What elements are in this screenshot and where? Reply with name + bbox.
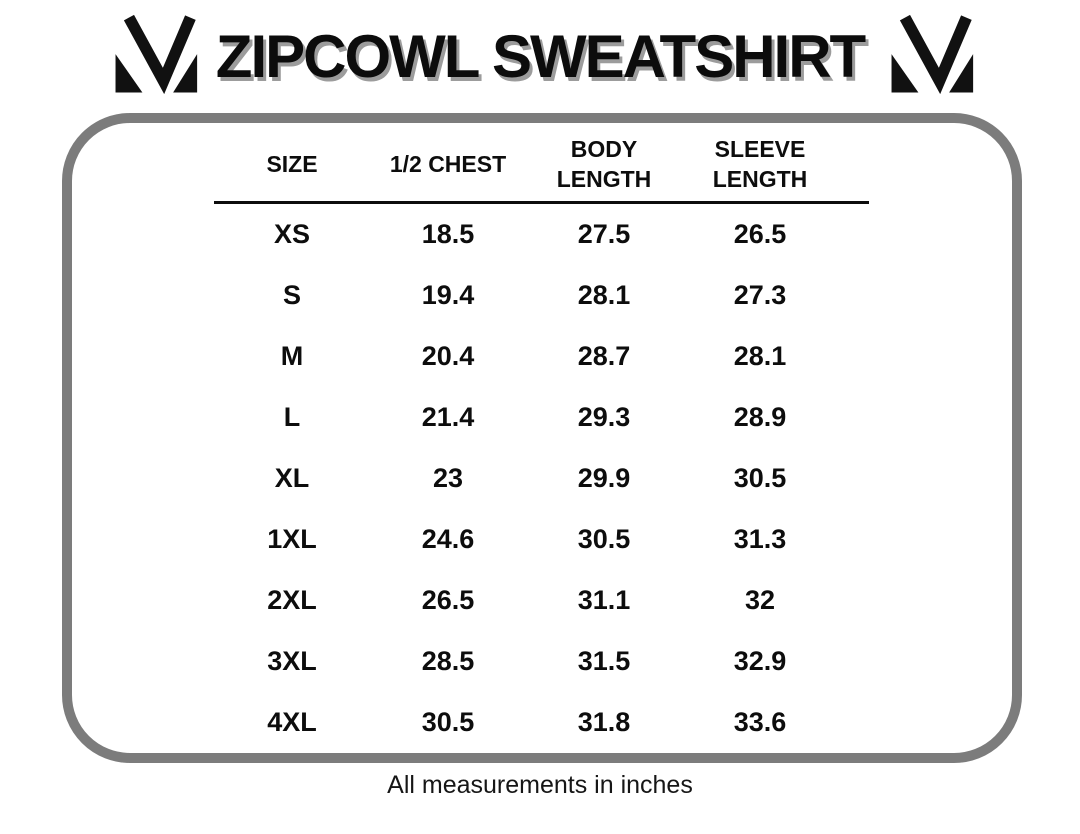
table-row: M 20.4 28.7 28.1 xyxy=(214,326,869,387)
brand-m-logo-icon xyxy=(880,10,976,102)
measurement-cell: 28.7 xyxy=(577,341,631,371)
measurement-cell: 33.6 xyxy=(733,707,787,737)
size-cell: L xyxy=(283,402,301,432)
table-row: 4XL 30.5 31.8 33.6 xyxy=(214,692,869,753)
size-table-body: XS 18.5 27.5 26.5 S 19.4 28.1 27.3 M 20.4 28.7 28.1… xyxy=(214,204,869,753)
size-table-header: SIZE 1/2 CHEST BODY LENGTH SLEEVE LENGTH xyxy=(214,133,869,197)
measurements-footnote: All measurements in inches xyxy=(387,771,693,799)
measurement-cell: 28.9 xyxy=(733,402,787,432)
measurement-cell: 18.5 xyxy=(421,219,475,249)
column-header: BODY LENGTH xyxy=(556,136,652,192)
measurement-cell: 27.5 xyxy=(577,219,631,249)
column-header: 1/2 CHEST xyxy=(389,151,507,178)
measurement-cell: 24.6 xyxy=(421,524,475,554)
size-cell: M xyxy=(280,341,304,371)
measurement-cell: 31.3 xyxy=(733,524,787,554)
measurement-cell: 19.4 xyxy=(421,280,475,310)
measurement-cell: 28.5 xyxy=(421,646,475,676)
table-row: 2XL 26.5 31.1 32 xyxy=(214,570,869,631)
page-title: ZIPCOWL SWEATSHIRT xyxy=(215,22,866,90)
size-chart-frame: SIZE 1/2 CHEST BODY LENGTH SLEEVE LENGTH XS… xyxy=(62,113,1022,763)
table-row: XL 23 29.9 30.5 xyxy=(214,448,869,509)
measurement-cell: 28.1 xyxy=(577,280,631,310)
measurement-cell: 26.5 xyxy=(421,585,475,615)
measurement-cell: 31.8 xyxy=(577,707,631,737)
measurement-cell: 20.4 xyxy=(421,341,475,371)
size-cell: XL xyxy=(274,463,310,493)
measurement-cell: 30.5 xyxy=(421,707,475,737)
measurement-cell: 32 xyxy=(744,585,776,615)
column-header: SLEEVE LENGTH xyxy=(712,136,808,192)
column-header: SIZE xyxy=(266,151,318,178)
measurement-cell: 30.5 xyxy=(733,463,787,493)
masthead: ZIPCOWL SWEATSHIRT xyxy=(0,4,1080,108)
size-cell: S xyxy=(282,280,301,310)
measurement-cell: 21.4 xyxy=(421,402,475,432)
measurement-cell: 29.9 xyxy=(577,463,631,493)
size-cell: 3XL xyxy=(267,646,317,676)
header-rule xyxy=(214,201,869,204)
table-row: 1XL 24.6 30.5 31.3 xyxy=(214,509,869,570)
table-row: S 19.4 28.1 27.3 xyxy=(214,265,869,326)
measurement-cell: 23 xyxy=(432,463,464,493)
measurement-cell: 29.3 xyxy=(577,402,631,432)
measurement-cell: 27.3 xyxy=(733,280,787,310)
size-cell: 4XL xyxy=(267,707,317,737)
table-row: XS 18.5 27.5 26.5 xyxy=(214,204,869,265)
size-cell: XS xyxy=(273,219,311,249)
measurement-cell: 26.5 xyxy=(733,219,787,249)
brand-m-logo-icon xyxy=(104,10,200,102)
measurement-cell: 28.1 xyxy=(733,341,787,371)
size-table: SIZE 1/2 CHEST BODY LENGTH SLEEVE LENGTH XS… xyxy=(214,133,869,753)
size-cell: 2XL xyxy=(267,585,317,615)
measurement-cell: 32.9 xyxy=(733,646,787,676)
measurement-cell: 31.1 xyxy=(577,585,631,615)
size-cell: 1XL xyxy=(267,524,317,554)
measurement-cell: 31.5 xyxy=(577,646,631,676)
table-row: L 21.4 29.3 28.9 xyxy=(214,387,869,448)
table-row: 3XL 28.5 31.5 32.9 xyxy=(214,631,869,692)
measurement-cell: 30.5 xyxy=(577,524,631,554)
